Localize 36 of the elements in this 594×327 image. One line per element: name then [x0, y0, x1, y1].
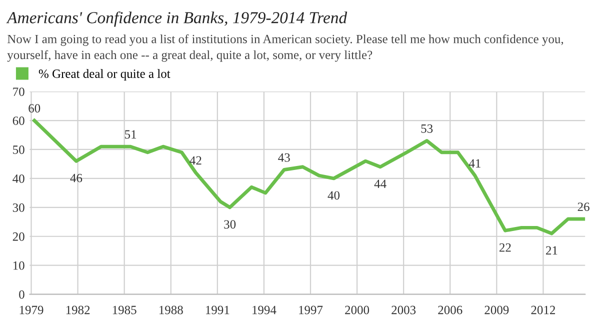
chart-subtitle: Now I am going to read you a list of institutions in American society. Please tell me how much confidence you, yourself, have in each one -- a great deal, quite a lot, some, or very little? — [7, 34, 564, 62]
annotation: 43 — [278, 153, 290, 162]
annotation: 51 — [125, 130, 136, 139]
x-tick-label: 2006 — [438, 306, 462, 314]
annotation: 26 — [578, 202, 590, 212]
y-tick-label: 30 — [12, 203, 24, 212]
annotation: 60 — [28, 104, 40, 113]
y-tick-label: 10 — [13, 261, 24, 270]
annotation: 22 — [499, 243, 511, 252]
x-tick-label: 1979 — [20, 306, 44, 314]
y-tick-label: 70 — [13, 88, 24, 96]
x-tick-label: 2003 — [392, 306, 416, 314]
annotation: 41 — [468, 159, 480, 168]
x-tick-label: 1988 — [159, 306, 183, 314]
annotation: 42 — [190, 156, 202, 165]
annotation: 40 — [328, 191, 340, 200]
y-tick-label: 60 — [12, 116, 24, 125]
y-tick-label: 20 — [12, 232, 24, 241]
x-tick-label: 1997 — [299, 306, 323, 314]
legend-label: % Great deal or quite a lot — [38, 69, 170, 80]
x-tick-label: 2012 — [531, 306, 556, 314]
y-tick-label: 50 — [13, 146, 24, 154]
chart-title: Americans' Confidence in Banks, 1979-2014 Trend — [6, 11, 348, 27]
x-tick-label: 2009 — [484, 306, 509, 314]
annotation: 53 — [421, 124, 433, 133]
x-tick-label: 1994 — [252, 306, 276, 314]
y-tick-label: 0 — [19, 290, 24, 299]
annotation: 21 — [546, 246, 558, 255]
annotation: 44 — [374, 180, 386, 188]
x-tick-label: 1982 — [66, 306, 90, 314]
annotation: 30 — [224, 220, 236, 229]
annotation: 46 — [70, 174, 82, 182]
y-tick-label: 40 — [12, 174, 24, 183]
x-tick-label: 1985 — [112, 306, 136, 314]
x-tick-label: 2000 — [345, 306, 370, 314]
x-tick-label: 1991 — [206, 306, 230, 314]
